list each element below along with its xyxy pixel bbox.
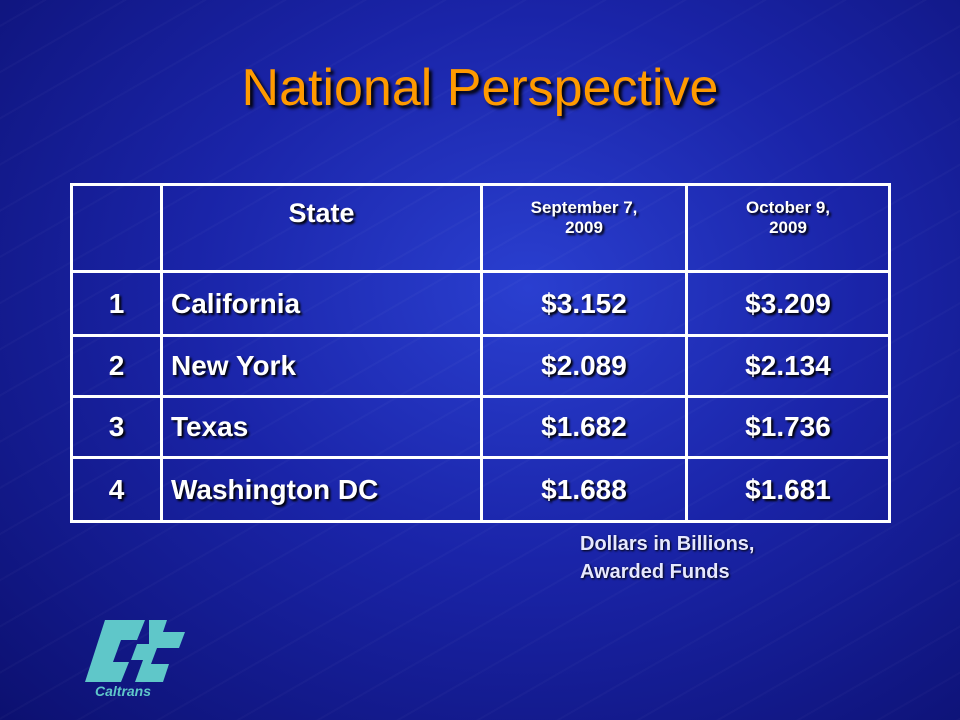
table-row: 1 California $3.152 $3.209: [70, 270, 891, 337]
slide-title: National Perspective: [241, 59, 719, 117]
table-cell: $1.681: [685, 456, 891, 523]
note: Dollars in Billions, Awarded Funds: [580, 530, 754, 586]
note-line: Dollars in Billions,: [580, 533, 755, 555]
table-cell: Texas: [160, 395, 483, 459]
table-cell: 3: [70, 395, 163, 459]
table-cell: 1: [70, 270, 163, 337]
table-cell: California: [160, 270, 483, 337]
table-cell: $1.688: [480, 456, 688, 523]
header-text: September 7, 2009: [530, 198, 638, 237]
table-cell: $2.089: [480, 334, 688, 398]
table-cell: 2: [70, 334, 163, 398]
logo: Caltrans: [85, 620, 185, 699]
table-row: 2 New York $2.089 $2.134: [70, 334, 891, 398]
table: State September 7, 2009 October 9, 2009 …: [70, 183, 891, 523]
table-cell: $2.134: [685, 334, 891, 398]
logo-text: Caltrans: [95, 683, 151, 699]
table-cell: $3.152: [480, 270, 688, 337]
logo-shape: [85, 620, 145, 682]
header-cell: September 7, 2009: [480, 183, 688, 273]
table-row: 4 Washington DC $1.688 $1.681: [70, 456, 891, 523]
header-cell: [70, 183, 163, 273]
header-cell: State: [160, 183, 483, 273]
table-cell: Washington DC: [160, 456, 483, 523]
table-cell: 4: [70, 456, 163, 523]
table-cell: $1.736: [685, 395, 891, 459]
table-cell: $1.682: [480, 395, 688, 459]
table-cell: New York: [160, 334, 483, 398]
table-cell: $3.209: [685, 270, 891, 337]
header-text: October 9, 2009: [745, 198, 831, 237]
header-cell: October 9, 2009: [685, 183, 891, 273]
table-row: 3 Texas $1.682 $1.736: [70, 395, 891, 459]
logo-shape: [131, 620, 185, 682]
header-row: State September 7, 2009 October 9, 2009: [70, 183, 891, 273]
note-line: Awarded Funds: [580, 561, 730, 583]
